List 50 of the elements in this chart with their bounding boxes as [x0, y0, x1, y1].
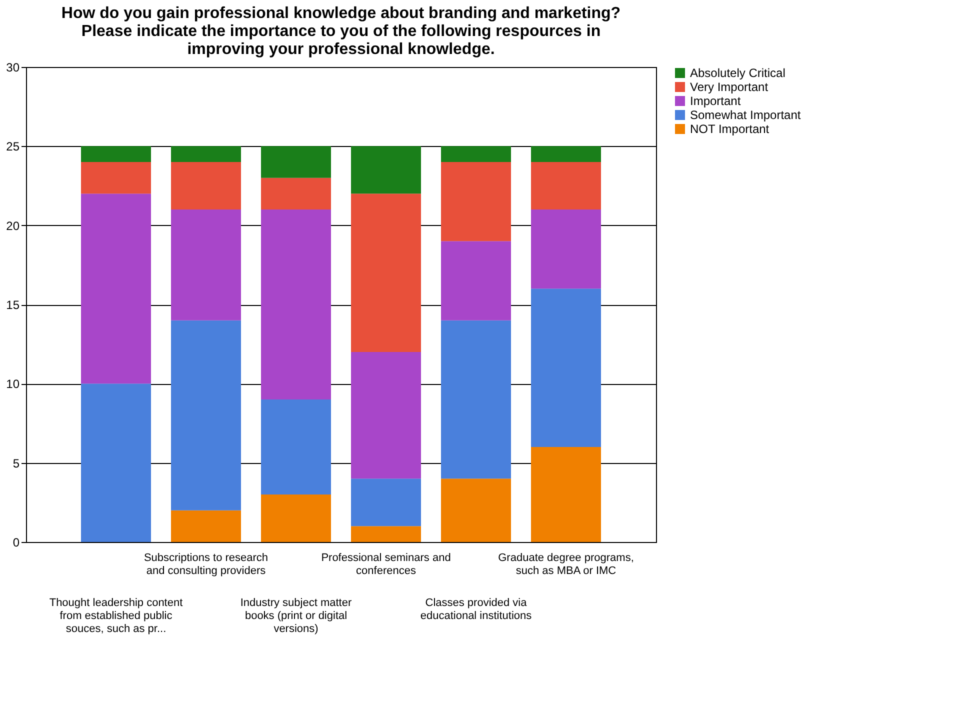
bar — [81, 384, 151, 542]
bar — [351, 146, 421, 194]
bar — [171, 510, 241, 542]
x-tick-label: Graduate degree programs, such as MBA or IMC — [498, 552, 634, 577]
x-tick-label: Industry subject matter books (print or digital versions) — [240, 597, 352, 635]
text: Please indicate the importance to you of the following respources in — [81, 23, 601, 40]
y-tick-label: 20 — [6, 218, 20, 233]
bar — [261, 210, 331, 400]
bar — [81, 194, 151, 384]
legend-label: Very Important — [690, 80, 769, 94]
bar — [171, 210, 241, 320]
y-tick-label: 15 — [6, 298, 20, 312]
y-tick-label: 0 — [12, 536, 20, 550]
legend-label: Important — [690, 94, 742, 108]
x-tick-label: Professional seminars and conferences — [321, 552, 451, 577]
text: improving your professional knowledge. — [187, 41, 495, 58]
bar — [351, 526, 421, 542]
y-tick-label: 30 — [6, 60, 20, 74]
bar — [441, 162, 511, 242]
x-tick-label: Thought leadership content from established public souces, such as pr... — [49, 597, 183, 635]
bar — [441, 478, 511, 542]
bar — [531, 447, 601, 542]
legend-label: Absolutely Critical — [690, 66, 786, 80]
bar — [531, 210, 601, 289]
legend-label: Somewhat Important — [690, 108, 802, 122]
y-tick-label: 10 — [6, 377, 20, 392]
bar — [261, 494, 331, 542]
bar — [441, 320, 511, 479]
text: How do you gain professional knowledge about branding and marketing? — [61, 5, 621, 22]
bar — [351, 194, 421, 352]
bar — [171, 146, 241, 162]
bar — [171, 320, 241, 510]
bar — [531, 288, 601, 447]
bar — [81, 146, 151, 162]
bar — [531, 146, 601, 162]
bar — [441, 146, 511, 162]
bar — [261, 146, 331, 178]
bar — [81, 162, 151, 194]
bar — [351, 478, 421, 526]
bar — [351, 352, 421, 479]
bar — [441, 241, 511, 320]
x-tick-label: Subscriptions to research and consulting providers — [144, 552, 268, 577]
bar — [531, 162, 601, 210]
bar — [261, 400, 331, 494]
legend-label: NOT Important — [690, 122, 770, 136]
bar — [261, 178, 331, 210]
bar — [171, 162, 241, 210]
y-tick-label: 5 — [12, 456, 20, 470]
y-tick-label: 25 — [6, 140, 20, 154]
x-tick-label: Classes provided via educational institutions — [420, 597, 532, 622]
